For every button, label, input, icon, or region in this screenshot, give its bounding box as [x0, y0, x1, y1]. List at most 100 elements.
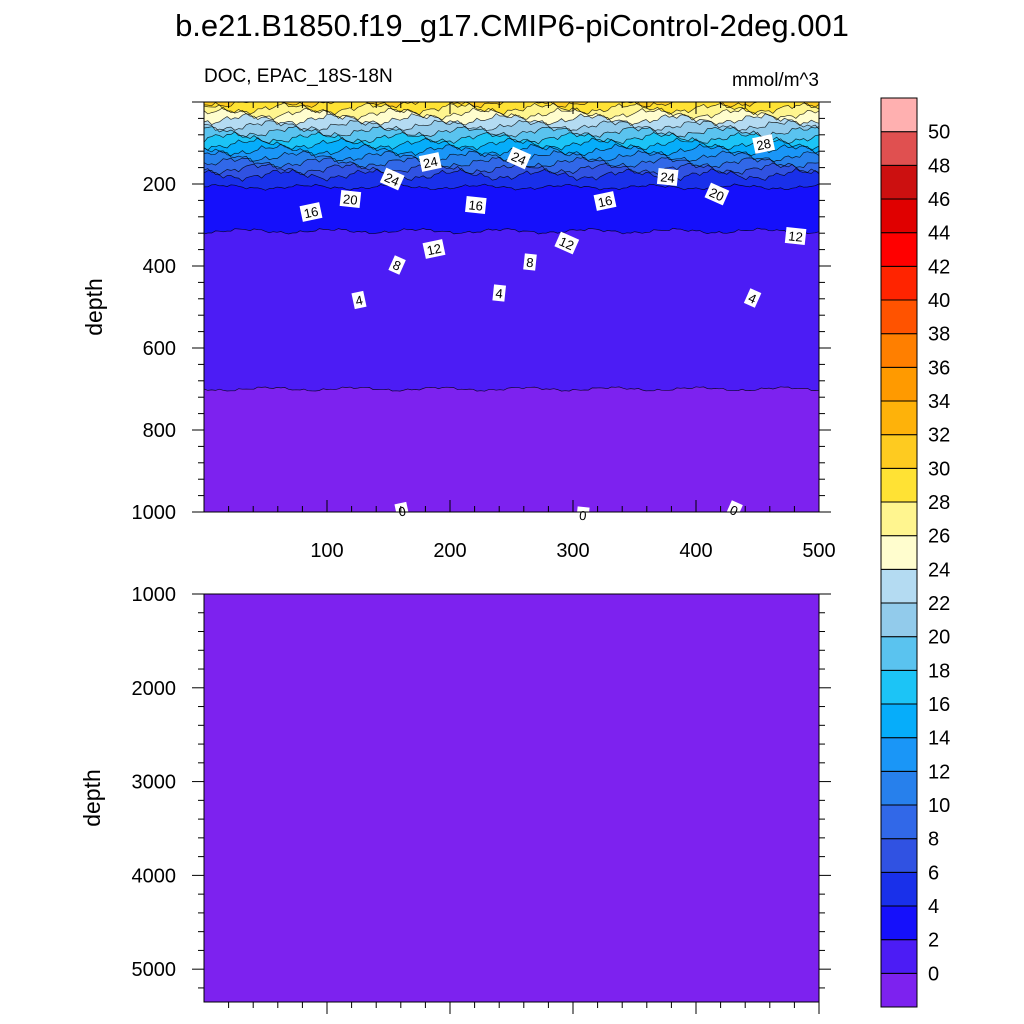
x-tick-label: 100 — [310, 540, 343, 562]
contour-label: 12 — [422, 239, 446, 259]
contour-label-box — [465, 195, 487, 215]
contour-label-text: 8 — [526, 255, 535, 271]
contour-label-box — [752, 134, 776, 154]
contour-label-text: 4 — [495, 286, 504, 302]
colorbar-box — [880, 97, 918, 133]
contour-label-box — [388, 255, 406, 275]
contour-label: 12 — [554, 231, 580, 255]
y-tick-label: 200 — [143, 174, 176, 196]
contour-label-box — [379, 167, 405, 191]
contour-label: 12 — [784, 226, 807, 246]
colorbar: 0246810121416182022242628303234363840424… — [880, 97, 950, 1008]
colorbar-box — [880, 232, 918, 267]
colorbar-label: 42 — [928, 256, 950, 278]
lower-axes: 1000 2000 3000 4000 5000 — [132, 584, 831, 1014]
contour-label: 20 — [339, 189, 362, 209]
colorbar-box — [880, 400, 918, 436]
colorbar-boxes — [880, 97, 918, 1008]
contour-label: 16 — [593, 191, 617, 211]
contour-line — [203, 227, 820, 235]
colorbar-box — [880, 905, 918, 941]
contour-label: 8 — [388, 255, 406, 275]
contour-band — [204, 102, 819, 108]
colorbar-label: 50 — [928, 122, 950, 144]
colorbar-box — [880, 636, 918, 671]
y-tick-label: 400 — [143, 256, 176, 278]
contour-line — [203, 119, 820, 132]
colorbar-box — [880, 535, 918, 570]
contour-label: 24 — [418, 152, 442, 172]
contour-label: 16 — [299, 202, 323, 222]
contour-label-box — [523, 253, 537, 271]
contour-label-text: 0 — [397, 503, 407, 519]
colorbar-box — [880, 333, 918, 368]
y-tick-label: 1000 — [132, 502, 177, 524]
colorbar-label: 2 — [928, 930, 939, 952]
contour-label-box — [743, 288, 762, 308]
contour-label: 0 — [725, 500, 743, 520]
colorbar-box — [880, 568, 918, 604]
contour-label-text: 12 — [788, 228, 804, 244]
x-tick-label: 500 — [802, 540, 835, 562]
colorbar-box — [880, 770, 918, 806]
colorbar-label: 34 — [928, 391, 950, 413]
y-tick-label: 600 — [143, 338, 176, 360]
contour-label-text: 20 — [342, 191, 358, 207]
colorbar-label: 24 — [928, 559, 950, 581]
contour-label: 0 — [394, 501, 410, 521]
contour-line — [203, 113, 820, 127]
colorbar-label: 40 — [928, 290, 950, 312]
contour-label-box — [394, 501, 410, 521]
colorbar-label: 26 — [928, 526, 950, 548]
contour-label-text: 24 — [422, 154, 439, 172]
y-tick-label: 2000 — [132, 678, 177, 700]
contour-label: 4 — [743, 288, 762, 308]
colorbar-box — [880, 838, 918, 873]
contour-label-box — [351, 290, 367, 310]
lower-plot-frame — [203, 593, 820, 1003]
y-tick-label: 3000 — [132, 772, 177, 794]
lower-panel: 1000 2000 3000 4000 5000 depth — [79, 584, 831, 1014]
colorbar-label: 16 — [928, 694, 950, 716]
contour-label-box — [492, 284, 507, 302]
colorbar-label: 32 — [928, 425, 950, 447]
contour-label-box — [339, 189, 362, 209]
colorbar-box — [880, 602, 918, 638]
colorbar-box — [880, 265, 918, 301]
lower-contour-fill — [204, 594, 819, 1002]
contour-label-box — [593, 191, 617, 211]
colorbar-label: 28 — [928, 492, 950, 514]
colorbar-label: 20 — [928, 627, 950, 649]
upper-contour-fill — [204, 102, 819, 512]
contour-label: 28 — [752, 134, 776, 154]
colorbar-label: 46 — [928, 189, 950, 211]
contour-label: 24 — [379, 167, 405, 191]
colorbar-box — [880, 804, 918, 840]
contour-line — [203, 143, 820, 157]
contour-label-text: 16 — [468, 197, 484, 213]
colorbar-box — [880, 467, 918, 503]
upper-plot-frame — [203, 101, 820, 513]
lower-y-axis-label: depth — [79, 769, 105, 827]
colorbar-label: 36 — [928, 357, 950, 379]
colorbar-label: 6 — [928, 862, 939, 884]
y-tick-label: 800 — [143, 420, 176, 442]
contour-label-box — [422, 239, 446, 259]
colorbar-label: 18 — [928, 660, 950, 682]
y-tick-label: 1000 — [132, 584, 177, 606]
contour-label-text: 0 — [578, 508, 587, 524]
colorbar-label: 48 — [928, 155, 950, 177]
contour-label-box — [506, 146, 532, 170]
x-tick-label: 200 — [433, 540, 466, 562]
colorbar-box — [880, 366, 918, 402]
contour-label-text: 12 — [425, 241, 442, 259]
contour-label-box — [554, 231, 580, 255]
contour-label-text: 20 — [707, 185, 726, 205]
contour-label-box — [575, 506, 590, 524]
upper-panel: DOC, EPAC_18S-18N mmol/m^3 1620242416241… — [81, 66, 836, 562]
contour-label: 24 — [656, 167, 679, 187]
contour-label-text: 12 — [557, 234, 576, 254]
x-tick-label: 300 — [556, 540, 589, 562]
contour-label-text: 24 — [660, 169, 676, 185]
